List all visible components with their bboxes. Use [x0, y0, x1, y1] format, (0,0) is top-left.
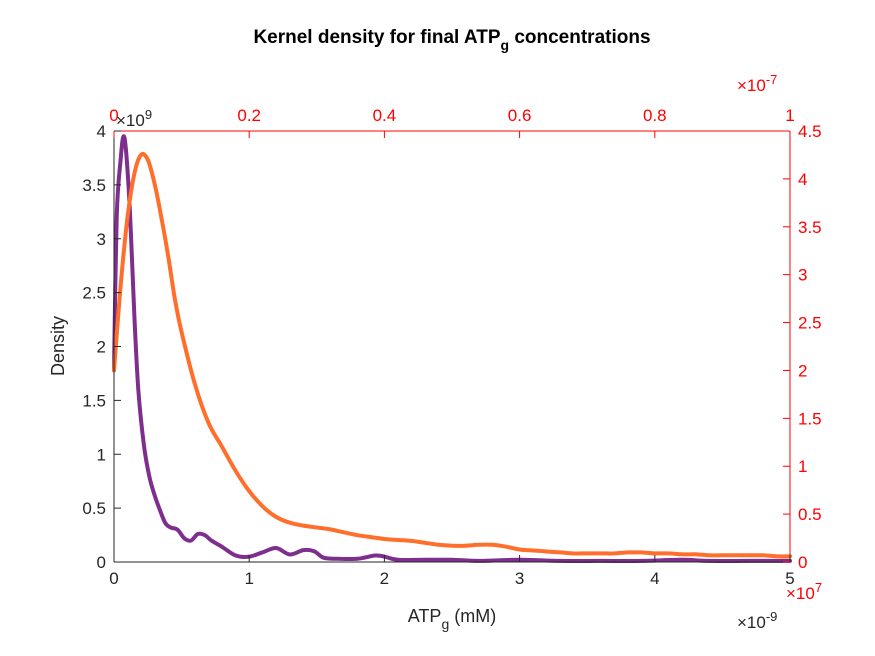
top-tick-label: 0.2	[237, 106, 261, 125]
left-multiplier-exp: 9	[145, 107, 152, 122]
right-tick-label: 3	[798, 266, 807, 285]
chart-title-prefix: Kernel density for final ATP	[253, 27, 500, 48]
purple-density-line	[112, 134, 792, 563]
left-tick-label: 0	[97, 553, 106, 572]
bottom-tick-label: 2	[380, 569, 389, 588]
top-tick-label: 1	[785, 106, 794, 125]
right-multiplier-base: ×10	[786, 584, 815, 603]
bottom-multiplier-base: ×10	[737, 613, 766, 632]
bottom-tick-label: 4	[650, 569, 659, 588]
bottom-tick-label: 5	[785, 569, 794, 588]
chart-title-subscript: g	[501, 37, 510, 53]
bottom-tick-label: 3	[515, 569, 524, 588]
top-axis-multiplier: ×10-7	[737, 72, 777, 95]
right-multiplier-exp: 7	[815, 580, 822, 595]
left-tick-label: 3.5	[82, 176, 106, 195]
top-tick-label: 0	[109, 106, 118, 125]
bottom-tick-label: 0	[109, 569, 118, 588]
x-label-subscript: g	[441, 616, 449, 632]
bottom-axis-multiplier: ×10-9	[737, 609, 777, 632]
left-tick-label: 2	[97, 338, 106, 357]
series-layer	[112, 134, 792, 563]
top-multiplier-exp: -7	[766, 72, 778, 87]
plot-area	[114, 131, 790, 562]
bottom-multiplier-exp: -9	[766, 609, 778, 624]
bottom-tick-label: 1	[244, 569, 253, 588]
right-tick-label: 4	[798, 170, 807, 189]
left-tick-label: 2.5	[82, 284, 106, 303]
x-label-suffix: (mM)	[449, 606, 496, 626]
y-axis-label: Density	[48, 316, 68, 376]
left-tick-label: 3	[97, 230, 106, 249]
left-axis-multiplier: ×109	[116, 107, 152, 130]
top-multiplier-base: ×10	[737, 76, 766, 95]
left-tick-label: 1.5	[82, 391, 106, 410]
right-tick-label: 0	[798, 553, 807, 572]
right-tick-label: 1	[798, 457, 807, 476]
orange-density-line	[112, 152, 792, 559]
chart-title: Kernel density for final ATPg concentrat…	[253, 27, 650, 53]
right-tick-label: 2	[798, 361, 807, 380]
right-tick-label: 2.5	[798, 314, 822, 333]
x-label-base: ATP	[408, 606, 442, 626]
right-tick-label: 0.5	[798, 505, 822, 524]
x-axis-label: ATPg (mM)	[408, 606, 496, 632]
left-multiplier-base: ×10	[116, 111, 145, 130]
left-tick-label: 0.5	[82, 499, 106, 518]
right-tick-label: 3.5	[798, 218, 822, 237]
ticks-layer: 0 1 2 3 4 500.511.522.533.540 0.2 0.4 0.6 0.8 100.…	[82, 106, 821, 588]
right-tick-label: 1.5	[798, 409, 822, 428]
chart-title-suffix: concentrations	[509, 27, 650, 48]
top-tick-label: 0.6	[508, 106, 532, 125]
top-tick-label: 0.4	[373, 106, 397, 125]
left-tick-label: 1	[97, 445, 106, 464]
right-tick-label: 4.5	[798, 122, 822, 141]
top-tick-label: 0.8	[643, 106, 667, 125]
right-axis-multiplier: ×107	[786, 580, 822, 603]
left-tick-label: 4	[97, 122, 106, 141]
